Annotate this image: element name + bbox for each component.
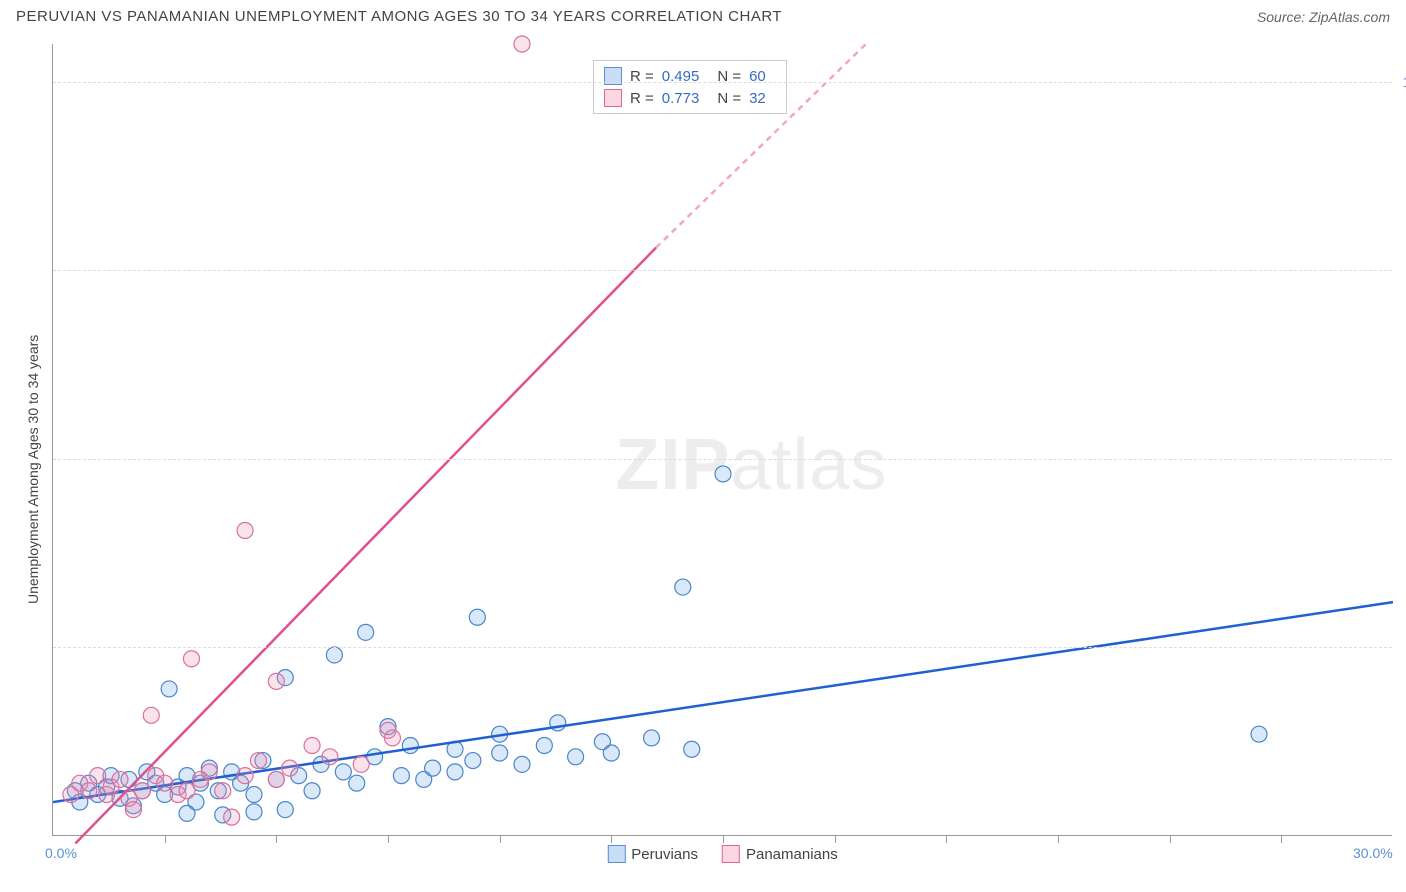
legend-item: Panamanians bbox=[722, 845, 838, 863]
y-tick-label: 100.0% bbox=[1403, 74, 1406, 90]
swatch-icon bbox=[607, 845, 625, 863]
legend: Peruvians Panamanians bbox=[607, 845, 837, 863]
legend-item: Peruvians bbox=[607, 845, 698, 863]
chart-plot-area: Unemployment Among Ages 30 to 34 years Z… bbox=[52, 44, 1392, 836]
scatter-svg bbox=[53, 44, 1392, 835]
legend-label: Peruvians bbox=[631, 846, 698, 863]
chart-title: PERUVIAN VS PANAMANIAN UNEMPLOYMENT AMON… bbox=[16, 8, 782, 25]
swatch-icon bbox=[722, 845, 740, 863]
legend-label: Panamanians bbox=[746, 846, 838, 863]
x-tick-label: 30.0% bbox=[1353, 845, 1393, 861]
x-tick-label: 0.0% bbox=[45, 845, 77, 861]
y-axis-label: Unemployment Among Ages 30 to 34 years bbox=[25, 335, 41, 604]
source-attribution: Source: ZipAtlas.com bbox=[1257, 9, 1390, 25]
